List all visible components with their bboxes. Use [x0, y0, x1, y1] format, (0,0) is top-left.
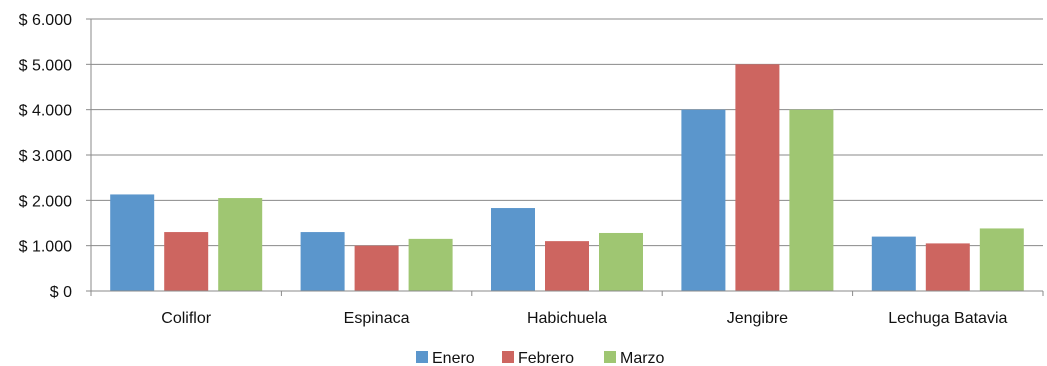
bar-marzo-habichuela: [599, 232, 643, 291]
legend-label-febrero: Febrero: [518, 350, 574, 366]
bar-enero-lechuga-batavia: [871, 236, 916, 291]
y-tick-label: $ 1.000: [19, 239, 72, 256]
bar-enero-habichuela: [491, 208, 535, 291]
bar-marzo-espinaca: [408, 238, 453, 291]
bar-marzo-coliflor: [218, 198, 263, 291]
x-tick-label: Coliflor: [161, 310, 211, 327]
bar-enero-jengibre: [681, 109, 726, 292]
bar-enero-espinaca: [300, 232, 345, 291]
bar-febrero-habichuela: [545, 241, 589, 291]
x-tick-label: Lechuga Batavia: [888, 310, 1007, 327]
legend: Enero Febrero Marzo: [416, 350, 665, 366]
y-tick-label: $ 2.000: [19, 193, 72, 210]
legend-swatch-febrero: [502, 351, 514, 363]
y-tick-label: $ 4.000: [19, 103, 72, 120]
legend-label-marzo: Marzo: [620, 350, 665, 366]
x-tick-label: Espinaca: [344, 310, 410, 327]
bar-marzo-jengibre: [789, 109, 834, 292]
y-tick-label: $ 3.000: [19, 148, 72, 165]
bar-marzo-lechuga-batavia: [979, 228, 1024, 291]
bars: [110, 64, 1024, 292]
legend-swatch-marzo: [604, 351, 616, 363]
x-axis-labels: Coliflor Espinaca Habichuela Jengibre Lechug…: [161, 310, 1007, 327]
axes: [90, 19, 1044, 296]
y-axis-ticks: $ 0 $ 1.000 $ 2.000 $ 3.000 $ 4.000 $ 5.000 $ …: [19, 12, 91, 301]
bar-febrero-coliflor: [164, 232, 209, 291]
y-tick-label: $ 0: [50, 284, 72, 301]
y-tick-label: $ 6.000: [19, 12, 72, 29]
bar-enero-coliflor: [110, 194, 155, 291]
bar-febrero-espinaca: [354, 245, 399, 291]
bar-febrero-lechuga-batavia: [925, 243, 970, 291]
legend-swatch-enero: [416, 351, 428, 363]
x-tick-label: Jengibre: [727, 310, 788, 327]
bar-febrero-jengibre: [735, 64, 780, 291]
legend-label-enero: Enero: [432, 350, 475, 366]
y-tick-label: $ 5.000: [19, 57, 72, 74]
x-tick-label: Habichuela: [527, 310, 607, 327]
